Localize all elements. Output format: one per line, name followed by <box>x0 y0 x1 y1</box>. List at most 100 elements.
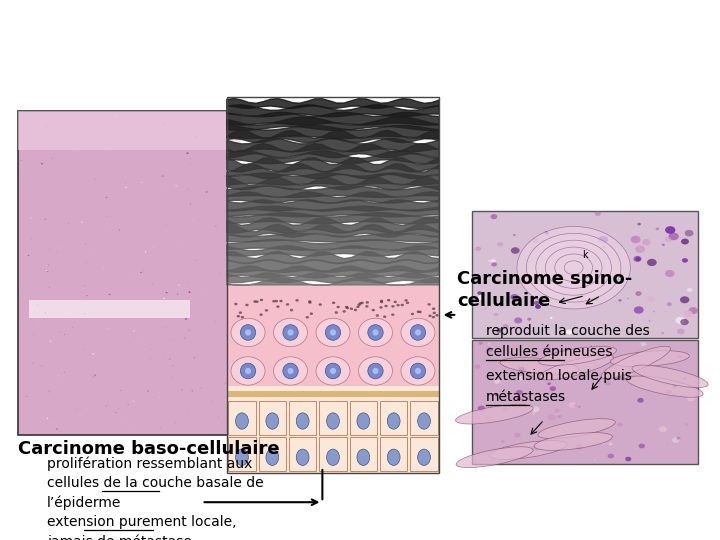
Circle shape <box>253 300 256 303</box>
Circle shape <box>586 302 591 306</box>
Circle shape <box>544 231 549 234</box>
Circle shape <box>279 300 283 302</box>
Ellipse shape <box>316 357 350 385</box>
Circle shape <box>475 246 481 251</box>
Ellipse shape <box>68 222 69 224</box>
Circle shape <box>685 230 693 237</box>
Text: extension purement locale,: extension purement locale, <box>47 515 236 529</box>
Circle shape <box>503 407 509 411</box>
Ellipse shape <box>102 267 104 268</box>
Ellipse shape <box>177 294 179 295</box>
Ellipse shape <box>225 393 228 394</box>
Polygon shape <box>227 192 439 203</box>
Circle shape <box>595 299 598 301</box>
Circle shape <box>603 246 606 248</box>
Ellipse shape <box>283 325 298 340</box>
Circle shape <box>666 443 667 444</box>
Ellipse shape <box>93 376 94 377</box>
Ellipse shape <box>410 325 426 340</box>
Circle shape <box>276 305 279 308</box>
Circle shape <box>535 305 541 309</box>
Circle shape <box>554 409 560 413</box>
Ellipse shape <box>185 318 187 320</box>
Ellipse shape <box>214 138 215 139</box>
Circle shape <box>672 384 677 387</box>
Ellipse shape <box>192 256 193 258</box>
Ellipse shape <box>169 359 171 360</box>
Circle shape <box>534 301 539 305</box>
Circle shape <box>574 404 577 407</box>
Circle shape <box>517 397 521 400</box>
Circle shape <box>566 329 572 334</box>
Ellipse shape <box>105 406 107 407</box>
Circle shape <box>260 299 264 301</box>
Ellipse shape <box>526 233 621 302</box>
Bar <box>227 97 439 472</box>
Ellipse shape <box>47 271 48 272</box>
Ellipse shape <box>283 363 298 379</box>
Circle shape <box>681 239 689 245</box>
Ellipse shape <box>192 390 193 391</box>
Circle shape <box>647 296 655 302</box>
Circle shape <box>514 318 522 323</box>
Circle shape <box>305 316 309 319</box>
Ellipse shape <box>316 318 350 347</box>
Circle shape <box>594 459 596 460</box>
Circle shape <box>510 247 520 254</box>
Circle shape <box>567 282 572 286</box>
Circle shape <box>680 319 689 325</box>
Ellipse shape <box>50 341 52 342</box>
Ellipse shape <box>632 365 708 388</box>
Circle shape <box>608 442 613 446</box>
Ellipse shape <box>155 134 157 136</box>
Circle shape <box>557 415 562 418</box>
Circle shape <box>240 316 244 319</box>
Bar <box>350 401 377 435</box>
Circle shape <box>635 246 645 253</box>
Ellipse shape <box>89 252 90 253</box>
Text: Carcinome spino-: Carcinome spino- <box>457 270 632 288</box>
Circle shape <box>428 314 432 317</box>
Ellipse shape <box>38 322 40 323</box>
Ellipse shape <box>234 234 235 235</box>
Circle shape <box>310 313 313 315</box>
Ellipse shape <box>115 309 117 310</box>
Ellipse shape <box>51 184 52 186</box>
Polygon shape <box>227 186 439 198</box>
Circle shape <box>486 347 493 353</box>
Circle shape <box>501 440 505 443</box>
Circle shape <box>492 392 494 393</box>
Circle shape <box>510 294 519 300</box>
Polygon shape <box>227 164 439 179</box>
Circle shape <box>569 244 576 250</box>
Ellipse shape <box>81 221 83 223</box>
Ellipse shape <box>64 372 65 373</box>
Circle shape <box>687 288 693 292</box>
Circle shape <box>332 301 336 304</box>
Circle shape <box>667 388 673 393</box>
Bar <box>227 392 439 396</box>
Circle shape <box>682 258 688 262</box>
Circle shape <box>496 328 503 333</box>
Circle shape <box>608 454 614 458</box>
Circle shape <box>477 291 482 295</box>
Circle shape <box>491 259 496 263</box>
Ellipse shape <box>415 329 421 335</box>
Polygon shape <box>227 177 439 190</box>
Circle shape <box>433 312 436 314</box>
Circle shape <box>575 444 582 449</box>
Circle shape <box>384 305 388 307</box>
Ellipse shape <box>297 449 309 465</box>
Ellipse shape <box>231 318 265 347</box>
Circle shape <box>356 306 359 308</box>
Ellipse shape <box>79 415 81 416</box>
Circle shape <box>543 347 552 353</box>
Circle shape <box>655 227 659 230</box>
Ellipse shape <box>274 357 307 385</box>
Circle shape <box>532 238 539 243</box>
Ellipse shape <box>245 368 251 374</box>
Ellipse shape <box>141 182 143 183</box>
Ellipse shape <box>539 347 616 366</box>
Ellipse shape <box>224 176 225 177</box>
Circle shape <box>688 307 698 314</box>
